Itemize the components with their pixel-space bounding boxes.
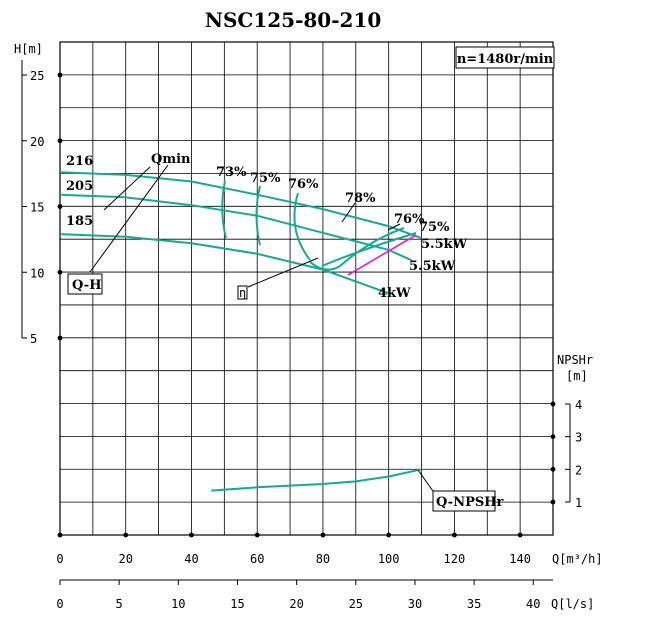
x-axis-label: Q[m³/h] — [552, 552, 603, 566]
y-axis-dot — [57, 138, 63, 144]
x-axis-dot — [123, 532, 129, 538]
y-axis-dot — [57, 204, 63, 209]
y2-axis-dot — [550, 466, 556, 472]
speed-label-box — [455, 46, 555, 69]
chart-grid — [59, 41, 554, 536]
y2-axis-dot — [550, 401, 556, 407]
eta-label: η — [239, 286, 246, 300]
q-npshr-label-box — [432, 490, 496, 512]
q-h-label: Q-H — [72, 278, 101, 293]
y2-tick-label: 4 — [575, 398, 582, 412]
power-label-lower: 4kW — [378, 286, 411, 301]
q-h-label-box — [67, 273, 103, 295]
qmin-leader — [103, 166, 151, 211]
x-axis-dot — [320, 532, 326, 538]
efficiency-contour — [321, 232, 417, 267]
efficiency-contour — [309, 227, 405, 271]
x2-tick-label: 40 — [526, 597, 540, 611]
eta-label-box — [237, 285, 248, 300]
y-tick-label: 10 — [30, 266, 44, 280]
y-tick-label: 15 — [30, 201, 44, 215]
diameter-label-185: 185 — [66, 214, 93, 229]
x-tick-label: 120 — [444, 552, 466, 566]
q-h-leader — [89, 164, 169, 273]
x-tick-label: 60 — [250, 552, 264, 566]
x-tick-label: 0 — [56, 552, 63, 566]
y2-tick-label: 3 — [575, 431, 582, 445]
x2-tick-label: 35 — [467, 597, 481, 611]
q-h-curve-185 — [59, 233, 390, 295]
plot-frame — [59, 41, 554, 536]
x-tick-label: 80 — [316, 552, 330, 566]
y-axis-dot — [57, 269, 63, 275]
efficiency-78-leader — [341, 202, 356, 223]
x-axis-dot — [189, 532, 194, 538]
x2-tick-label: 20 — [289, 597, 303, 611]
power-label-middle: 5.5kW — [409, 259, 456, 274]
power-label-upper: 5.5kW — [421, 237, 468, 252]
y-tick-label: 25 — [30, 69, 44, 83]
x2-tick-label: 25 — [349, 597, 363, 611]
y2-tick-label: 2 — [575, 463, 582, 477]
power-limit-line — [347, 234, 417, 276]
x2-tick-label: 30 — [408, 597, 422, 611]
x-tick-label: 100 — [378, 552, 400, 566]
efficiency-label-76b: 76% — [394, 212, 425, 227]
y-tick-label: 20 — [30, 135, 44, 149]
y2-axis-label: NPSHr — [557, 353, 593, 367]
efficiency-label-73: 73% — [216, 165, 247, 180]
chart-title: NSC125-80-210 — [205, 8, 382, 32]
y2-axis-unit: [m] — [566, 369, 588, 383]
efficiency-label-78: 78% — [345, 191, 376, 206]
y-axis-dot — [57, 72, 63, 78]
y-axis-dot — [57, 335, 63, 341]
eta-leader — [247, 257, 319, 288]
x-tick-label: 40 — [184, 552, 198, 566]
x2-tick-label: 15 — [230, 597, 244, 611]
x-axis-dot — [386, 532, 392, 538]
y-axis-label: H[m] — [14, 42, 43, 56]
x-axis-dot — [517, 532, 523, 538]
efficiency-label-76a: 76% — [288, 177, 319, 192]
diameter-label-216: 216 — [66, 154, 93, 169]
qmin-label: Qmin — [151, 152, 191, 167]
x2-tick-label: 5 — [116, 597, 123, 611]
x-axis-dot — [254, 532, 260, 538]
x-axis-dot — [452, 532, 457, 538]
x-tick-label: 20 — [119, 552, 133, 566]
q-npshr-label: Q-NPSHr — [436, 495, 504, 510]
q-h-curve-216 — [59, 171, 422, 240]
q-npshr-curve — [211, 468, 422, 492]
y2-tick-label: 1 — [575, 496, 582, 510]
x2-tick-label: 0 — [56, 597, 63, 611]
efficiency-contour — [293, 192, 311, 261]
y2-axis-dot — [550, 434, 556, 440]
x2-axis-label: Q[l/s] — [551, 597, 594, 611]
efficiency-contour — [255, 185, 261, 246]
x-tick-label: 140 — [509, 552, 531, 566]
speed-label: n=1480r/min — [457, 52, 554, 67]
efficiency-76-leader — [387, 223, 401, 231]
efficiency-contour — [221, 180, 227, 239]
efficiency-label-75b: 75% — [419, 220, 450, 235]
efficiency-label-75a: 75% — [250, 171, 281, 186]
diameter-label-205: 205 — [66, 179, 93, 194]
q-npshr-leader — [417, 469, 436, 495]
x-axis-dot — [57, 532, 63, 538]
y2-axis-dot — [550, 499, 556, 505]
curves-group — [59, 164, 436, 495]
x2-tick-label: 10 — [171, 597, 185, 611]
y-tick-label: 5 — [30, 332, 37, 346]
